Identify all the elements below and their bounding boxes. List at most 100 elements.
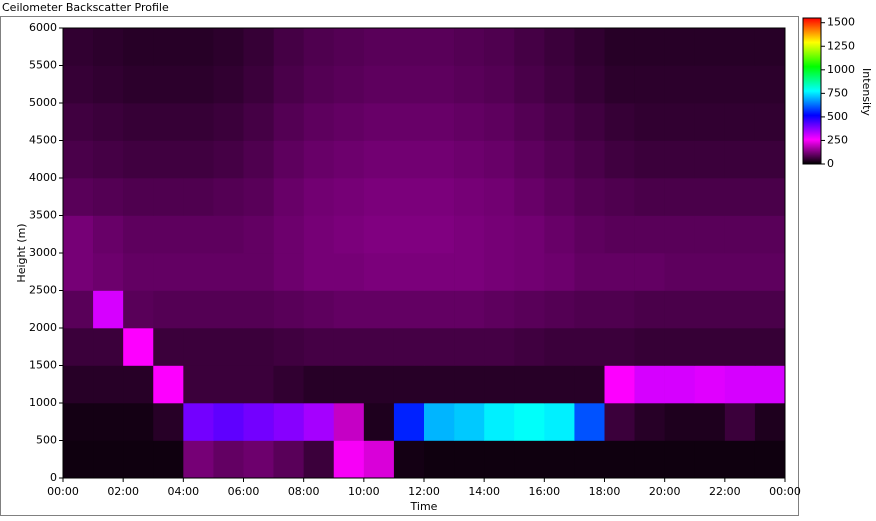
heatmap-cell [694,253,726,291]
heatmap-cell [544,215,575,254]
heatmap-cell [273,365,304,404]
heatmap-cell [123,103,154,141]
heatmap-cell [123,365,154,404]
heatmap-cell [634,365,665,404]
colorbar-tick-label: 1500 [827,16,855,29]
x-tick-label: 18:00 [589,485,621,498]
heatmap-cell [484,290,515,329]
heatmap-cell [63,365,94,404]
heatmap-cell [363,178,395,216]
heatmap-cell [694,215,726,254]
heatmap-cell [183,28,214,66]
heatmap-cell [393,365,425,404]
y-axis-label: Height (m) [15,223,28,282]
heatmap-cell [303,328,335,366]
heatmap-cell [363,365,395,404]
heatmap-cell [183,140,214,179]
heatmap-cell [213,178,244,216]
heatmap-cell [153,290,184,329]
heatmap-cell [454,403,485,441]
y-tick-label: 6000 [29,21,57,34]
heatmap-cell [574,178,605,216]
heatmap-cell [63,215,94,254]
heatmap-cell [243,140,274,179]
heatmap-cell [213,365,244,404]
heatmap-cell [484,365,515,404]
heatmap-cell [454,215,485,254]
heatmap-cell [273,28,304,66]
heatmap-cell [724,403,756,441]
heatmap-cell [93,65,124,104]
heatmap-cell [544,290,575,329]
heatmap-cell [333,215,365,254]
heatmap-cell [484,440,515,479]
heatmap-cell [424,440,455,479]
heatmap-cell [544,365,575,404]
heatmap-cell [694,290,726,329]
heatmap-cell [574,215,605,254]
heatmap-cell [424,103,455,141]
heatmap-cell [754,365,786,404]
heatmap-cell [363,403,395,441]
heatmap-cell [303,28,335,66]
colorbar-tick-label: 750 [827,86,848,99]
heatmap-cell [424,215,455,254]
heatmap-cell [363,103,395,141]
heatmap-cell [634,140,665,179]
heatmap-cell [694,440,726,479]
heatmap-cell [183,65,214,104]
heatmap-cell [454,103,485,141]
heatmap-cell [93,28,124,66]
heatmap-cell [123,440,154,479]
heatmap-cell [514,403,545,441]
heatmap-cell [604,215,635,254]
heatmap-cell [604,178,635,216]
heatmap-cell [424,65,455,104]
heatmap-cell [243,178,274,216]
heatmap-cell [183,178,214,216]
heatmap-cell [243,215,274,254]
colorbar [802,17,822,165]
heatmap-cell [363,140,395,179]
heatmap-cell [514,440,545,479]
x-tick-label: 00:00 [769,485,801,498]
heatmap-cell [213,65,244,104]
heatmap-cell [664,365,696,404]
heatmap-cell [724,365,756,404]
x-tick-label: 12:00 [408,485,440,498]
heatmap-cell [754,440,786,479]
x-tick-label: 04:00 [167,485,199,498]
heatmap-cell [574,440,605,479]
heatmap-cell [243,103,274,141]
heatmap-cell [213,440,244,479]
heatmap-cell [544,440,575,479]
heatmap-cell [123,140,154,179]
heatmap-cell [754,403,786,441]
colorbar-tick-label: 1000 [827,63,855,76]
heatmap-cell [363,65,395,104]
x-tick-label: 22:00 [709,485,741,498]
heatmap-cell [484,178,515,216]
heatmap-cell [664,28,696,66]
heatmap-cell [544,253,575,291]
heatmap-cell [93,103,124,141]
heatmap-cell [63,178,94,216]
heatmap-cell [724,178,756,216]
heatmap-cell [363,290,395,329]
heatmap-cell [303,403,335,441]
heatmap-cell [754,215,786,254]
heatmap-cell [243,28,274,66]
heatmap-cell [544,403,575,441]
heatmap-cell [183,290,214,329]
heatmap-cell [664,290,696,329]
heatmap-cell [273,215,304,254]
heatmap-cell [694,103,726,141]
heatmap-cell [273,328,304,366]
heatmap-cell [454,140,485,179]
heatmap-cell [153,365,184,404]
heatmap-cell [694,365,726,404]
heatmap-cell [63,65,94,104]
x-axis-label: Time [410,500,438,513]
heatmap-cell [754,28,786,66]
heatmap-cell [363,440,395,479]
